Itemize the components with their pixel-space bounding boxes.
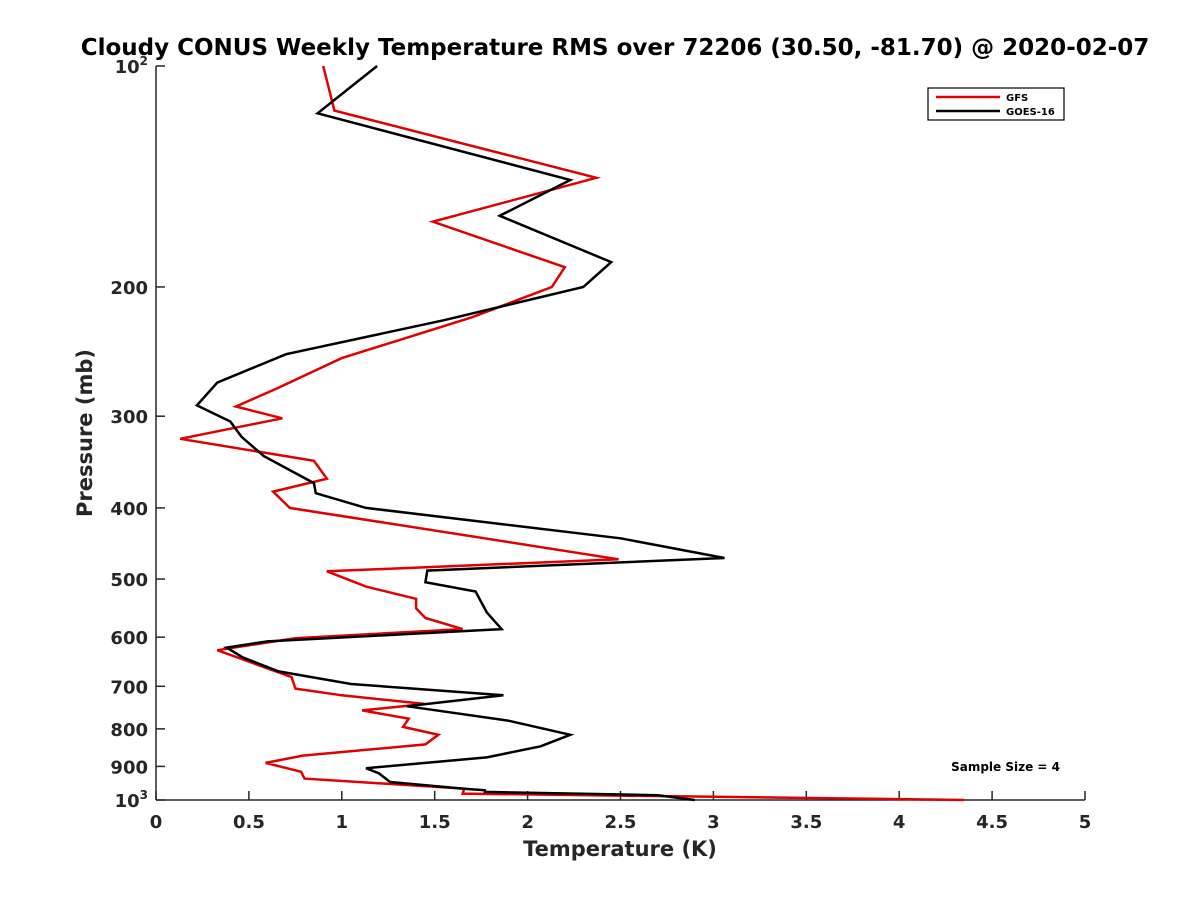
y-tick-label: 900 — [110, 757, 148, 778]
y-tick-label: 300 — [110, 407, 148, 428]
y-tick-base: 200 — [110, 278, 148, 299]
y-tick-label: 200 — [110, 278, 148, 299]
y-tick-base: 400 — [110, 499, 148, 520]
legend-box — [927, 87, 1065, 121]
x-tick-label: 1 — [336, 812, 349, 833]
x-tick-label: 1.5 — [419, 812, 451, 833]
x-tick-label: 2 — [521, 812, 534, 833]
y-tick-label: 700 — [110, 677, 148, 698]
y-tick-label: 102 — [115, 54, 148, 78]
x-tick-label: 3.5 — [790, 812, 822, 833]
sample-size-annotation: Sample Size = 4 — [951, 760, 1060, 774]
plot-axes — [155, 66, 1085, 801]
x-tick-label: 4.5 — [976, 812, 1008, 833]
y-tick-exponent: 3 — [140, 788, 148, 802]
y-tick-label: 600 — [110, 628, 148, 649]
x-tick-label: 4 — [893, 812, 906, 833]
y-tick-base: 10 — [115, 791, 140, 812]
y-axis-label: Pressure (mb) — [73, 349, 97, 517]
x-tick-label: 0.5 — [233, 812, 265, 833]
y-tick-label: 103 — [115, 788, 148, 812]
y-tick-label: 500 — [110, 570, 148, 591]
series-line-goes16 — [194, 65, 725, 802]
x-tick-label: 5 — [1079, 812, 1092, 833]
y-tick-base: 900 — [110, 757, 148, 778]
y-tick-base: 600 — [110, 628, 148, 649]
legend-label-goes16: GOES-16 — [1006, 107, 1055, 118]
y-tick-label: 400 — [110, 499, 148, 520]
y-tick-base: 800 — [110, 720, 148, 741]
y-tick-base: 500 — [110, 570, 148, 591]
series-lines — [179, 65, 965, 802]
series-line-gfs — [179, 65, 965, 802]
y-tick-base: 300 — [110, 407, 148, 428]
x-axis-label: Temperature (K) — [523, 837, 717, 861]
chart-title: Cloudy CONUS Weekly Temperature RMS over… — [81, 35, 1150, 61]
y-tick-base: 10 — [115, 57, 140, 78]
y-tick-label: 800 — [110, 720, 148, 741]
legend: GFS GOES-16 — [927, 87, 1065, 121]
x-tick-label: 0 — [150, 812, 163, 833]
y-tick-exponent: 2 — [140, 54, 148, 68]
legend-label-gfs: GFS — [1006, 93, 1028, 104]
y-tick-base: 700 — [110, 677, 148, 698]
x-tick-label: 3 — [707, 812, 720, 833]
x-tick-label: 2.5 — [605, 812, 637, 833]
x-ticks: 0 0.5 1 1.5 2 2.5 3 3.5 4 4.5 5 — [150, 791, 1092, 833]
